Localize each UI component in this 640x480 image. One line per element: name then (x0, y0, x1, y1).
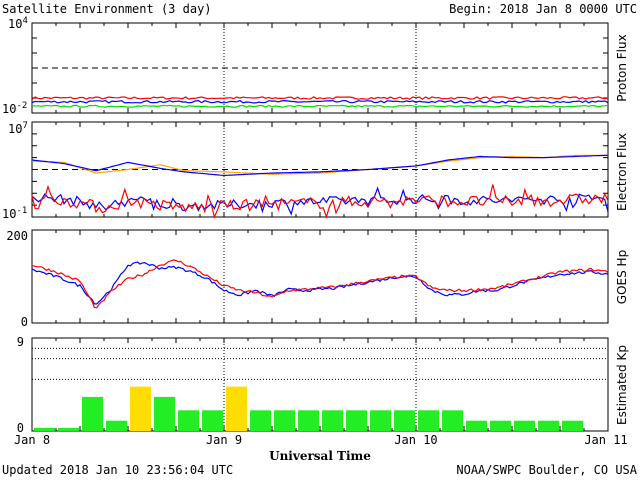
kp-bar (394, 410, 415, 431)
kp-bar (274, 410, 295, 431)
chart-title: Satellite Environment (3 day) (2, 2, 212, 16)
proton-ytick-bottom: 10-2 (2, 101, 27, 116)
kp-ytick-bottom: 0 (17, 421, 24, 435)
kp-bar (538, 420, 559, 431)
kp-bar (514, 420, 535, 431)
kp-bar (58, 427, 79, 431)
xtick-jan9: Jan 9 (206, 433, 242, 447)
electron-series-3 (31, 184, 609, 219)
kp-ylabel: Estimated Kp (615, 345, 629, 425)
kp-bar (346, 410, 367, 431)
kp-bar (562, 420, 583, 431)
kp-bar (154, 396, 175, 431)
kp-bar (202, 410, 223, 431)
goes-hp-ytick-top: 200 (6, 229, 28, 243)
electron-ylabel: Electron Flux (615, 133, 629, 211)
proton-series-1 (31, 99, 609, 104)
electron-series-1 (31, 154, 609, 177)
goes-hp-series-0 (31, 261, 609, 305)
goes-hp-panel (31, 229, 609, 324)
kp-bar (130, 386, 151, 431)
updated-timestamp: Updated 2018 Jan 10 23:56:04 UTC (2, 463, 233, 477)
goes-hp-ylabel: GOES Hp (615, 250, 629, 304)
kp-bar (466, 420, 487, 431)
goes-hp-series-1 (31, 259, 609, 309)
kp-bar (226, 386, 247, 431)
proton-series-0 (31, 96, 609, 100)
kp-bar (418, 410, 439, 431)
kp-bar (490, 420, 511, 431)
kp-bar (322, 410, 343, 431)
xtick-jan10: Jan 10 (394, 433, 437, 447)
credit-label: NOAA/SWPC Boulder, CO USA (456, 463, 637, 477)
kp-bar (442, 410, 463, 431)
electron-ytick-top: 107 (8, 121, 28, 136)
proton-series-2 (31, 104, 609, 108)
x-axis-label: Universal Time (269, 449, 371, 463)
proton-panel (31, 22, 609, 114)
kp-bar (370, 410, 391, 431)
kp-ytick-top: 9 (17, 335, 24, 349)
kp-bar (298, 410, 319, 431)
proton-ylabel: Proton Flux (615, 34, 629, 101)
begin-label: Begin: 2018 Jan 8 0000 UTC (449, 2, 637, 16)
kp-bar (250, 410, 271, 431)
kp-bar (178, 410, 199, 431)
xtick-jan11: Jan 11 (584, 433, 627, 447)
kp-panel (31, 337, 609, 432)
electron-series-2 (31, 186, 609, 216)
kp-bar (34, 427, 55, 431)
proton-ytick-top: 104 (8, 16, 28, 31)
electron-series-0 (31, 154, 608, 175)
electron-ytick-bottom: 10-1 (2, 206, 27, 221)
kp-bar (106, 420, 127, 431)
xtick-jan8: Jan 8 (14, 433, 50, 447)
goes-hp-ytick-bottom: 0 (21, 315, 28, 329)
kp-bar (82, 396, 103, 431)
